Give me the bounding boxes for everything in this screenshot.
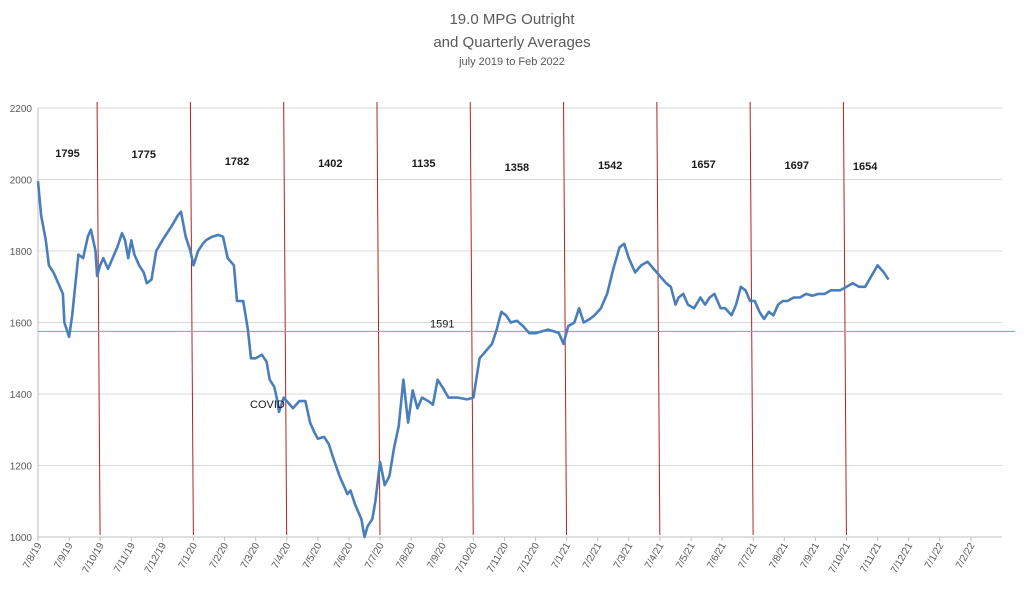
x-tick-label: 7/12/21 bbox=[889, 541, 915, 576]
x-tick-label: 7/8/19 bbox=[21, 541, 45, 571]
chart-date-range: july 2019 to Feb 2022 bbox=[458, 56, 565, 68]
quarter-divider bbox=[96, 101, 101, 536]
quarter-average-label: 1654 bbox=[853, 161, 878, 173]
quarter-average-labels: 1795 1775 1782 1402 1135 1358 1542 1657 1697 1654 bbox=[55, 148, 878, 174]
x-tick-label: 7/2/22 bbox=[954, 541, 978, 571]
x-tick-label: 7/12/20 bbox=[516, 541, 542, 576]
quarter-average-label: 1358 bbox=[505, 162, 529, 174]
chart-title: 19.0 MPG Outright bbox=[449, 11, 575, 28]
x-tick-label: 7/6/20 bbox=[332, 541, 356, 571]
average-line-label: 1591 bbox=[430, 318, 454, 330]
x-tick-label: 7/5/20 bbox=[301, 541, 325, 571]
y-tick-label: 1800 bbox=[10, 247, 33, 258]
x-tick-label: 7/10/20 bbox=[454, 541, 480, 576]
series-line bbox=[36, 181, 890, 539]
x-tick-label: 7/10/21 bbox=[827, 541, 853, 576]
x-tick-label: 7/11/19 bbox=[112, 541, 138, 575]
y-tick-label: 2200 bbox=[10, 104, 33, 115]
x-tick-label: 7/10/19 bbox=[81, 541, 107, 576]
annotations: COVID bbox=[250, 399, 285, 411]
quarter-divider bbox=[283, 101, 288, 536]
x-tick-label: 7/6/21 bbox=[705, 541, 729, 571]
x-tick-label: 7/11/20 bbox=[485, 541, 511, 575]
x-tick-label: 7/9/21 bbox=[799, 541, 823, 571]
y-tick-label: 1600 bbox=[10, 319, 33, 330]
quarter-average-label: 1782 bbox=[225, 156, 249, 168]
x-tick-label: 7/8/20 bbox=[394, 541, 418, 571]
x-tick-label: 7/1/21 bbox=[550, 541, 574, 571]
x-tick-label: 7/2/20 bbox=[208, 541, 232, 571]
x-axis-ticks: 7/8/19 7/9/19 7/10/19 7/11/19 7/12/19 7/1/20 7… bbox=[21, 537, 978, 575]
y-tick-label: 2000 bbox=[10, 176, 33, 187]
y-tick-label: 1200 bbox=[10, 462, 33, 473]
x-tick-label: 7/4/21 bbox=[643, 541, 667, 571]
x-tick-label: 7/9/20 bbox=[425, 541, 449, 571]
covid-annotation: COVID bbox=[250, 399, 285, 411]
quarter-divider bbox=[469, 101, 474, 536]
x-tick-label: 7/1/22 bbox=[923, 541, 947, 571]
x-tick-label: 7/11/21 bbox=[858, 541, 884, 575]
y-tick-label: 1000 bbox=[10, 533, 33, 544]
x-tick-label: 7/3/20 bbox=[239, 541, 263, 571]
y-tick-label: 1400 bbox=[10, 390, 33, 401]
x-tick-label: 7/9/19 bbox=[52, 541, 76, 571]
quarter-average-label: 1775 bbox=[131, 149, 155, 161]
quarter-divider bbox=[842, 101, 847, 536]
y-axis-ticks: 1000 1200 1400 1600 1800 2000 2200 bbox=[10, 104, 33, 544]
x-tick-label: 7/3/21 bbox=[612, 541, 636, 571]
quarter-divider-lines bbox=[96, 101, 847, 536]
quarter-divider bbox=[656, 101, 661, 536]
quarter-divider bbox=[563, 101, 568, 536]
quarter-divider bbox=[189, 101, 194, 536]
quarter-average-label: 1542 bbox=[598, 160, 622, 172]
x-tick-label: 7/5/21 bbox=[674, 541, 698, 571]
quarter-average-label: 1697 bbox=[785, 160, 809, 172]
x-tick-label: 7/7/21 bbox=[736, 541, 760, 571]
x-tick-label: 7/8/21 bbox=[767, 541, 791, 571]
x-tick-label: 7/12/19 bbox=[143, 541, 169, 576]
quarter-divider bbox=[749, 101, 754, 536]
price-series bbox=[36, 181, 890, 539]
quarter-average-label: 1657 bbox=[691, 159, 715, 171]
quarter-average-label: 1795 bbox=[55, 148, 79, 160]
x-tick-label: 7/4/20 bbox=[270, 541, 294, 571]
x-tick-label: 7/2/21 bbox=[581, 541, 605, 571]
x-tick-label: 7/1/20 bbox=[177, 541, 201, 571]
chart-subtitle: and Quarterly Averages bbox=[433, 34, 590, 51]
x-tick-label: 7/7/20 bbox=[363, 541, 387, 571]
quarter-average-label: 1402 bbox=[318, 158, 342, 170]
quarter-average-label: 1135 bbox=[412, 158, 436, 170]
